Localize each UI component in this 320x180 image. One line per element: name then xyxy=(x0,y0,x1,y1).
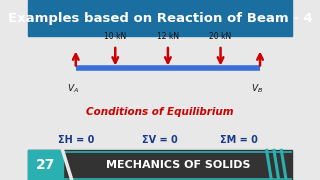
Text: Conditions of Equilibrium: Conditions of Equilibrium xyxy=(86,107,234,117)
Text: $V_B$: $V_B$ xyxy=(251,83,263,95)
Text: 20 kN: 20 kN xyxy=(209,31,232,40)
Text: MECHANICS OF SOLIDS: MECHANICS OF SOLIDS xyxy=(106,160,251,170)
Text: Examples based on Reaction of Beam - 4: Examples based on Reaction of Beam - 4 xyxy=(8,12,312,25)
Text: 27: 27 xyxy=(36,158,55,172)
Bar xyxy=(28,0,292,36)
Text: ΣV = 0: ΣV = 0 xyxy=(142,135,178,145)
Bar xyxy=(28,150,292,180)
Text: $V_A$: $V_A$ xyxy=(67,83,79,95)
Text: ΣH = 0: ΣH = 0 xyxy=(58,135,94,145)
Text: ΣM = 0: ΣM = 0 xyxy=(220,135,258,145)
Bar xyxy=(28,150,63,180)
Text: 12 kN: 12 kN xyxy=(157,31,179,40)
Text: 10 kN: 10 kN xyxy=(104,31,126,40)
